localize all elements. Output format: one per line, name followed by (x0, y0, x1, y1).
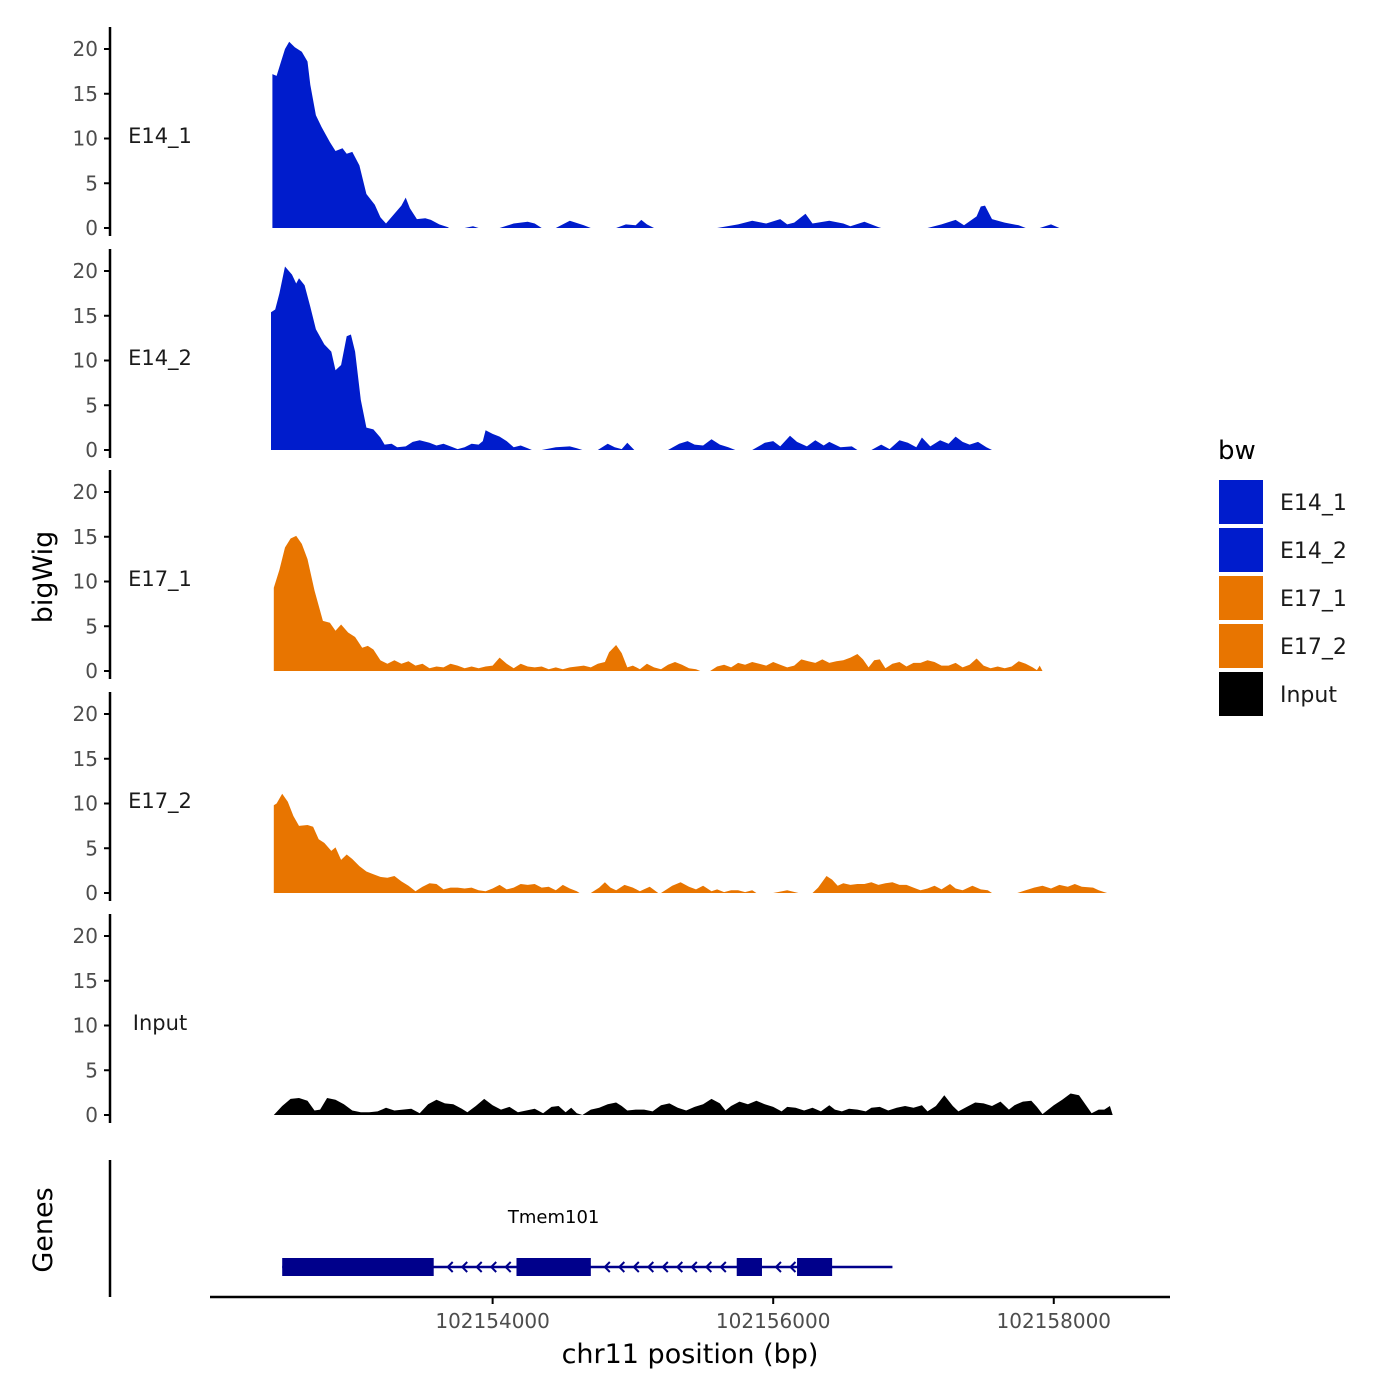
y-axis-title: bigWig (28, 531, 59, 624)
x-axis: 102154000 102156000 102158000 (210, 1295, 1170, 1333)
track-E14_2: 0 5 10 15 20 E14_2 (73, 249, 992, 462)
y-tick-label: 10 (73, 792, 98, 816)
strand-arrow-icon (719, 1261, 727, 1273)
strand-arrow-icon (632, 1261, 640, 1273)
strand-arrow-icon (603, 1261, 611, 1273)
track-label: E14_1 (128, 124, 192, 149)
strand-arrow-icon (475, 1261, 483, 1273)
y-tick-label: 0 (85, 438, 98, 462)
strand-arrow-icon (675, 1261, 684, 1273)
y-tick-label: 0 (85, 881, 98, 905)
y-tick-label: 10 (73, 570, 98, 594)
legend-swatch-E17_2 (1219, 624, 1263, 668)
y-tick-label: 20 (73, 480, 98, 504)
y-tick-label: 10 (73, 349, 98, 373)
track-E17_1: 0 5 10 15 20 E17_1 (73, 470, 1043, 683)
y-tick-label: 15 (73, 82, 98, 106)
track-label: E17_2 (128, 789, 192, 814)
legend-label-E17_1: E17_1 (1280, 587, 1347, 612)
legend-swatch-E14_1 (1219, 480, 1263, 524)
track-label: E17_1 (128, 567, 192, 592)
legend-label-E17_2: E17_2 (1280, 635, 1347, 660)
legend-swatch-E14_2 (1219, 528, 1263, 572)
y-tick-label: 5 (85, 1058, 98, 1082)
strand-arrow-icon (661, 1261, 669, 1273)
gene-name-label: Tmem101 (507, 1207, 600, 1228)
exon-block (516, 1258, 591, 1276)
exon-block (282, 1258, 434, 1276)
y-tick-label: 10 (73, 1014, 98, 1038)
y-tick-label: 10 (73, 127, 98, 151)
y-tick-label: 15 (73, 747, 98, 771)
y-tick-label: 20 (73, 702, 98, 726)
signal-area-Input (273, 1093, 1113, 1115)
legend-title: bw (1218, 436, 1256, 466)
strand-arrow-icon (504, 1261, 512, 1273)
y-tick-label: 5 (85, 614, 98, 638)
track-label: E14_2 (128, 346, 192, 371)
x-axis-title: chr11 position (bp) (562, 1339, 819, 1370)
y-tick-label: 15 (73, 304, 98, 328)
y-tick-label: 5 (85, 393, 98, 417)
track-label: Input (133, 1011, 187, 1035)
y-tick-label: 0 (85, 1103, 98, 1127)
strand-arrow-icon (690, 1261, 698, 1273)
y-tick-label: 20 (73, 37, 98, 61)
signal-area-E14_1 (272, 41, 1060, 228)
y-tick-label: 20 (73, 259, 98, 283)
legend-label-Input: Input (1280, 683, 1337, 708)
legend-label-E14_1: E14_1 (1280, 491, 1347, 516)
gene-track: Tmem101 (108, 1160, 893, 1297)
exon-block (797, 1258, 833, 1276)
strand-arrow-icon (446, 1261, 454, 1273)
track-E17_2: 0 5 10 15 20 E17_2 (73, 692, 1108, 905)
track-E14_1: 0 5 10 15 20 E14_1 (73, 27, 1060, 240)
signal-area-E17_1 (273, 535, 1043, 671)
exon-block (736, 1258, 762, 1276)
x-tick-label: 102154000 (435, 1309, 550, 1333)
signal-tracks: 05101520E14_105101520E14_205101520E17_10… (73, 27, 1113, 1127)
x-tick-label: 102156000 (716, 1309, 831, 1333)
strand-arrow-icon (704, 1261, 713, 1273)
strand-arrow-icon (489, 1261, 497, 1273)
y-tick-label: 20 (73, 924, 98, 948)
strand-arrow-icon (774, 1261, 782, 1273)
legend-label-E14_2: E14_2 (1280, 539, 1347, 564)
legend-swatch-E17_1 (1219, 576, 1263, 620)
y-tick-label: 0 (85, 659, 98, 683)
y-tick-label: 5 (85, 171, 98, 195)
track-Input: 0 5 10 15 20 Input (73, 914, 1113, 1127)
strand-arrow-icon (789, 1261, 797, 1273)
genes-panel-title: Genes (28, 1187, 59, 1272)
legend: bw E14_1 E14_2 E17_1 E17_2 Input (1218, 436, 1347, 716)
y-tick-label: 15 (73, 525, 98, 549)
y-tick-label: 15 (73, 969, 98, 993)
legend-swatch-Input (1219, 672, 1263, 716)
y-tick-label: 5 (85, 836, 98, 860)
strand-arrow-icon (617, 1261, 626, 1273)
signal-area-E14_2 (271, 266, 992, 450)
y-tick-label: 0 (85, 216, 98, 240)
x-tick-label: 102158000 (997, 1309, 1112, 1333)
transcript-Tmem101: Tmem101 (282, 1207, 893, 1276)
signal-area-E17_2 (273, 793, 1108, 893)
strand-arrow-icon (460, 1261, 468, 1273)
strand-arrow-icon (646, 1261, 655, 1273)
